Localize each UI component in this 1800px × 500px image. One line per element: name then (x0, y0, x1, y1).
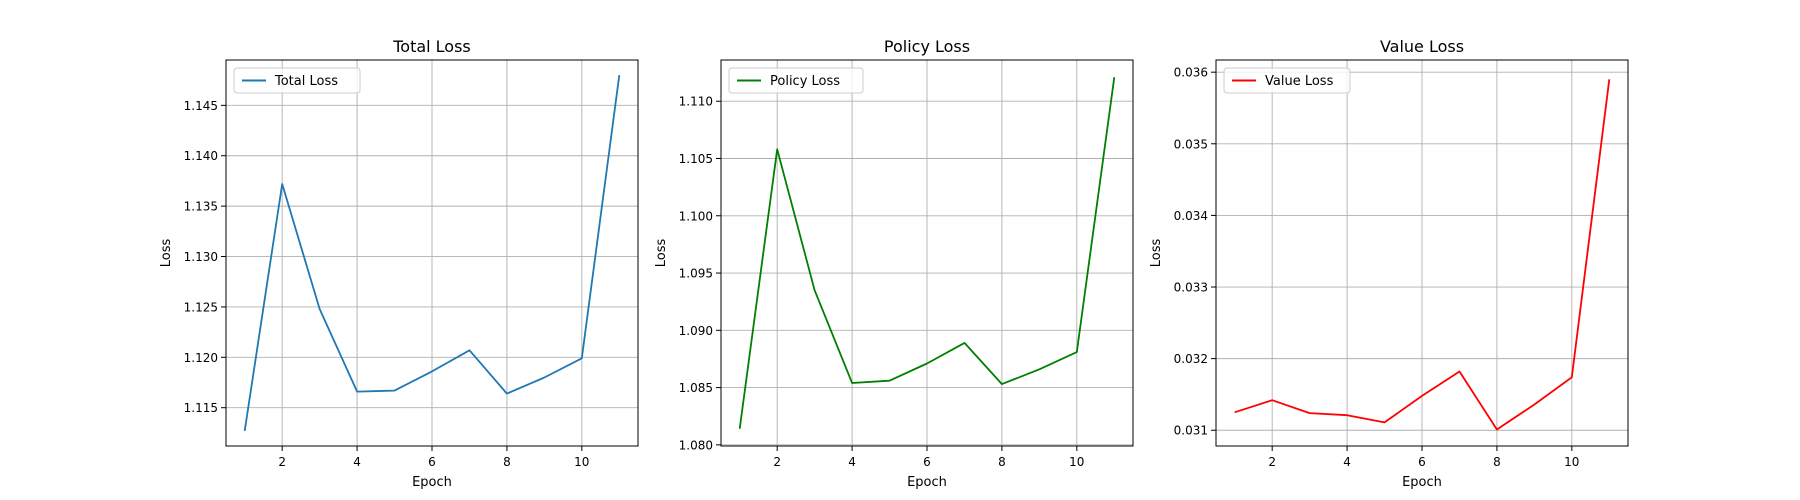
legend-box (728, 67, 864, 94)
y-tick-label: 0.036 (1174, 66, 1208, 80)
legend-label: Value Loss (1265, 74, 1334, 89)
x-tick-label: 10 (1564, 455, 1579, 469)
y-tick-label: 0.031 (1174, 424, 1208, 438)
x-tick-label: 4 (848, 455, 856, 469)
x-tick-label: 2 (773, 455, 781, 469)
x-tick-label: 2 (278, 455, 286, 469)
chart-panel-3: 2 4 6 8 10 0.031 0.032 0.033 0.034 0.035 0.036 Valu… (1149, 37, 1629, 490)
y-tick-label: 1.095 (679, 267, 713, 281)
legend-label: Policy Loss (770, 74, 840, 89)
axes-frame (225, 59, 639, 447)
y-tick-label: 1.135 (184, 200, 218, 214)
series-line (738, 77, 1116, 429)
x-tick-label: 4 (353, 455, 361, 469)
x-tick-label: 8 (503, 455, 511, 469)
y-axis-label: Loss (1149, 239, 1164, 268)
x-axis-label: Epoch (1402, 475, 1442, 490)
x-tick-label: 6 (1418, 455, 1426, 469)
y-tick-label: 1.100 (679, 209, 713, 223)
chart-panel-1: 2 4 6 8 10 1.115 1.120 1.125 1.130 1.135 1.140 1.14… (159, 37, 639, 490)
legend-label: Total Loss (274, 74, 338, 89)
y-tick-label: 1.120 (184, 351, 218, 365)
series-line (243, 74, 621, 432)
chart-title: Total Loss (392, 37, 471, 56)
y-tick-label: 0.035 (1174, 137, 1208, 151)
x-tick-label: 6 (923, 455, 931, 469)
y-tick-label: 0.033 (1174, 281, 1208, 295)
x-tick-label: 10 (574, 455, 589, 469)
y-tick-label: 1.125 (184, 300, 218, 314)
series-line (1234, 79, 1611, 431)
y-tick-label: 1.085 (679, 381, 713, 395)
y-tick-label: 0.034 (1174, 209, 1208, 223)
legend-box (233, 67, 361, 94)
chart-title: Policy Loss (884, 37, 970, 56)
x-tick-label: 8 (998, 455, 1006, 469)
x-tick-label: 2 (1268, 455, 1276, 469)
y-tick-label: 1.115 (184, 401, 218, 415)
y-tick-label: 0.032 (1174, 352, 1208, 366)
x-tick-label: 10 (1069, 455, 1084, 469)
legend-box (1223, 67, 1351, 94)
y-tick-label: 1.090 (679, 324, 713, 338)
legend: Value Loss (1223, 67, 1351, 94)
y-axis-label: Loss (654, 239, 669, 268)
y-tick-label: 1.145 (184, 99, 218, 113)
y-tick-label: 1.110 (679, 95, 713, 109)
legend: Total Loss (233, 67, 361, 94)
x-tick-label: 4 (1343, 455, 1351, 469)
x-tick-label: 6 (428, 455, 436, 469)
axes-frame (1215, 59, 1629, 447)
x-tick-label: 8 (1493, 455, 1501, 469)
y-tick-label: 1.105 (679, 152, 713, 166)
chart-panel-2: 2 4 6 8 10 1.080 1.085 1.090 1.095 1.100 1.105 1.11… (654, 37, 1134, 490)
y-tick-label: 1.080 (679, 438, 713, 452)
chart-title: Value Loss (1380, 37, 1464, 56)
x-axis-label: Epoch (907, 475, 947, 490)
y-axis-label: Loss (159, 239, 174, 268)
legend: Policy Loss (728, 67, 864, 94)
x-axis-label: Epoch (412, 475, 452, 490)
axes-frame (720, 59, 1134, 447)
y-tick-label: 1.130 (184, 250, 218, 264)
y-tick-label: 1.140 (184, 149, 218, 163)
